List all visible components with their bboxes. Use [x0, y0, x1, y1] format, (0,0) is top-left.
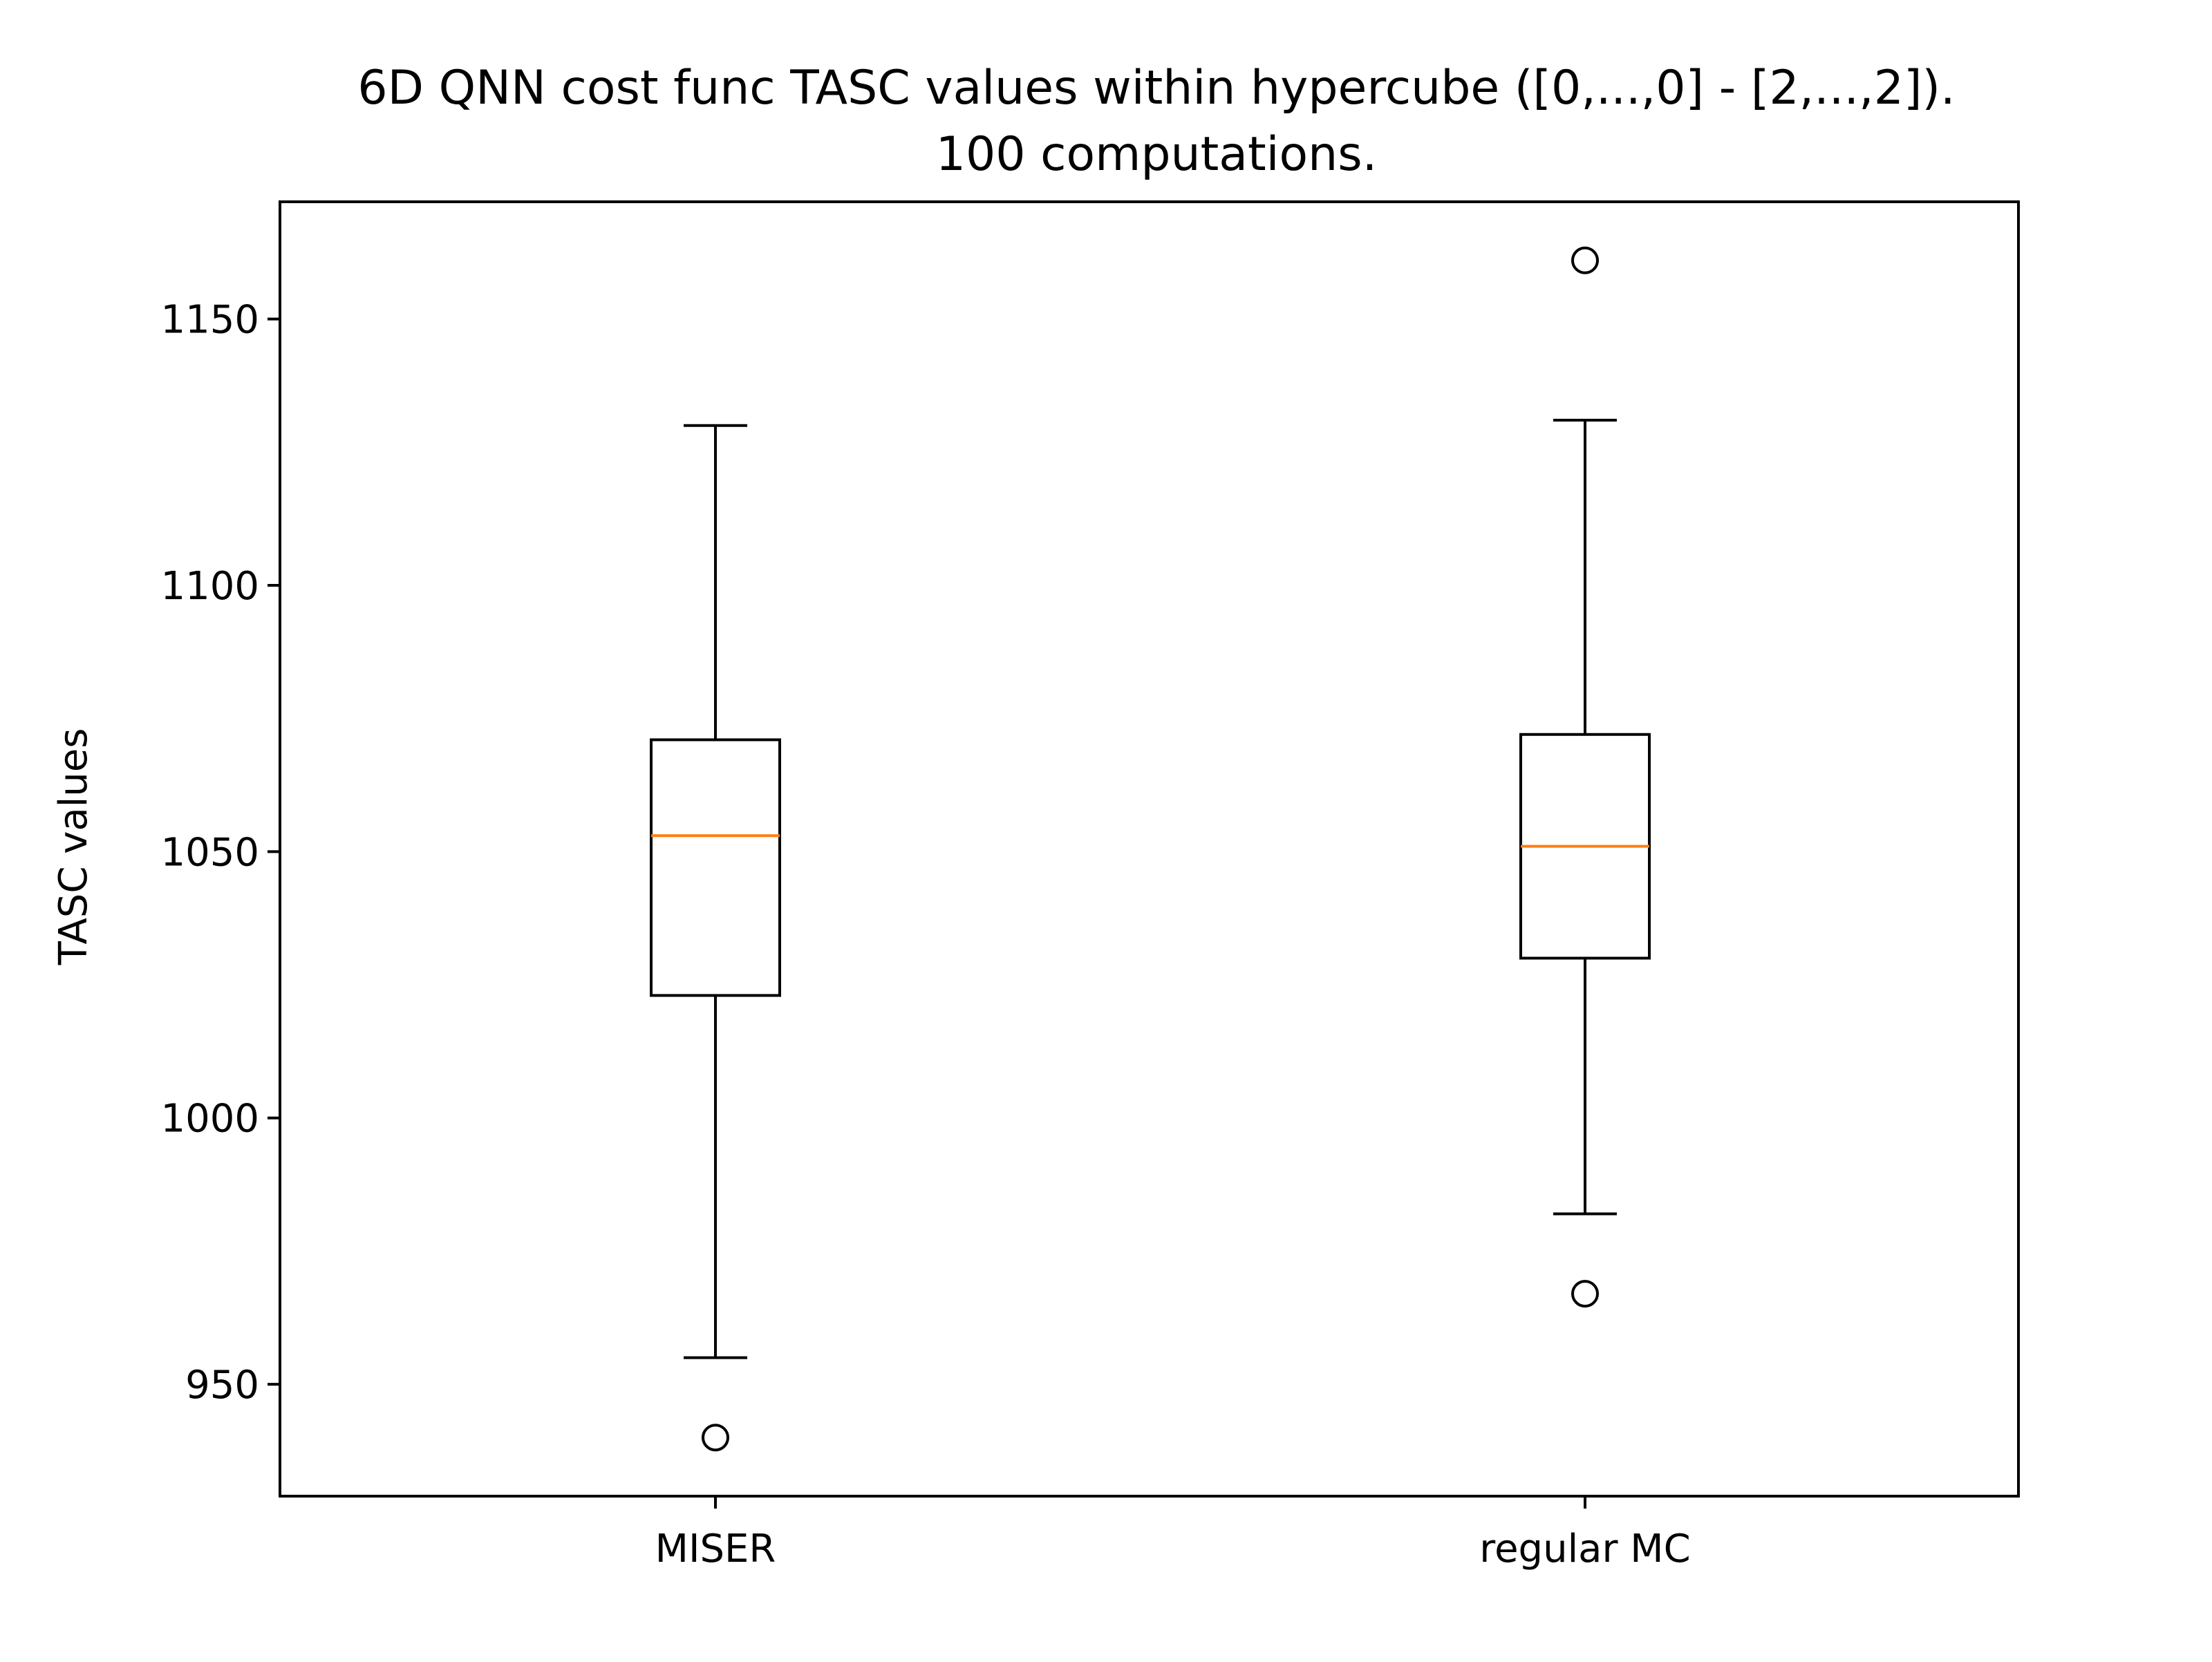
y-tick-label-1150: 1150: [160, 298, 259, 343]
y-axis-label: TASC values: [51, 728, 96, 966]
box-miser: [650, 738, 781, 997]
y-tick-label-1050: 1050: [160, 830, 259, 875]
plot-area: 950 1000 1050 1100 1150 MISER regular MC: [160, 246, 1691, 1571]
chart-title: 6D QNN cost func TASC values within hype…: [357, 61, 1955, 115]
y-tick-label-950: 950: [185, 1363, 259, 1408]
chart-subtitle: 100 computations.: [936, 127, 1378, 182]
outlier-miser-0: [702, 1424, 729, 1452]
y-tick-label-1000: 1000: [160, 1097, 259, 1142]
outlier-regular-mc-0: [1571, 1280, 1599, 1308]
plot-frame: [279, 200, 2020, 1498]
x-tick-label-miser: MISER: [655, 1527, 776, 1571]
outlier-regular-mc-1: [1571, 246, 1599, 274]
y-tick-label-1100: 1100: [160, 564, 259, 609]
x-tick-label-regular-mc: regular MC: [1479, 1527, 1690, 1571]
